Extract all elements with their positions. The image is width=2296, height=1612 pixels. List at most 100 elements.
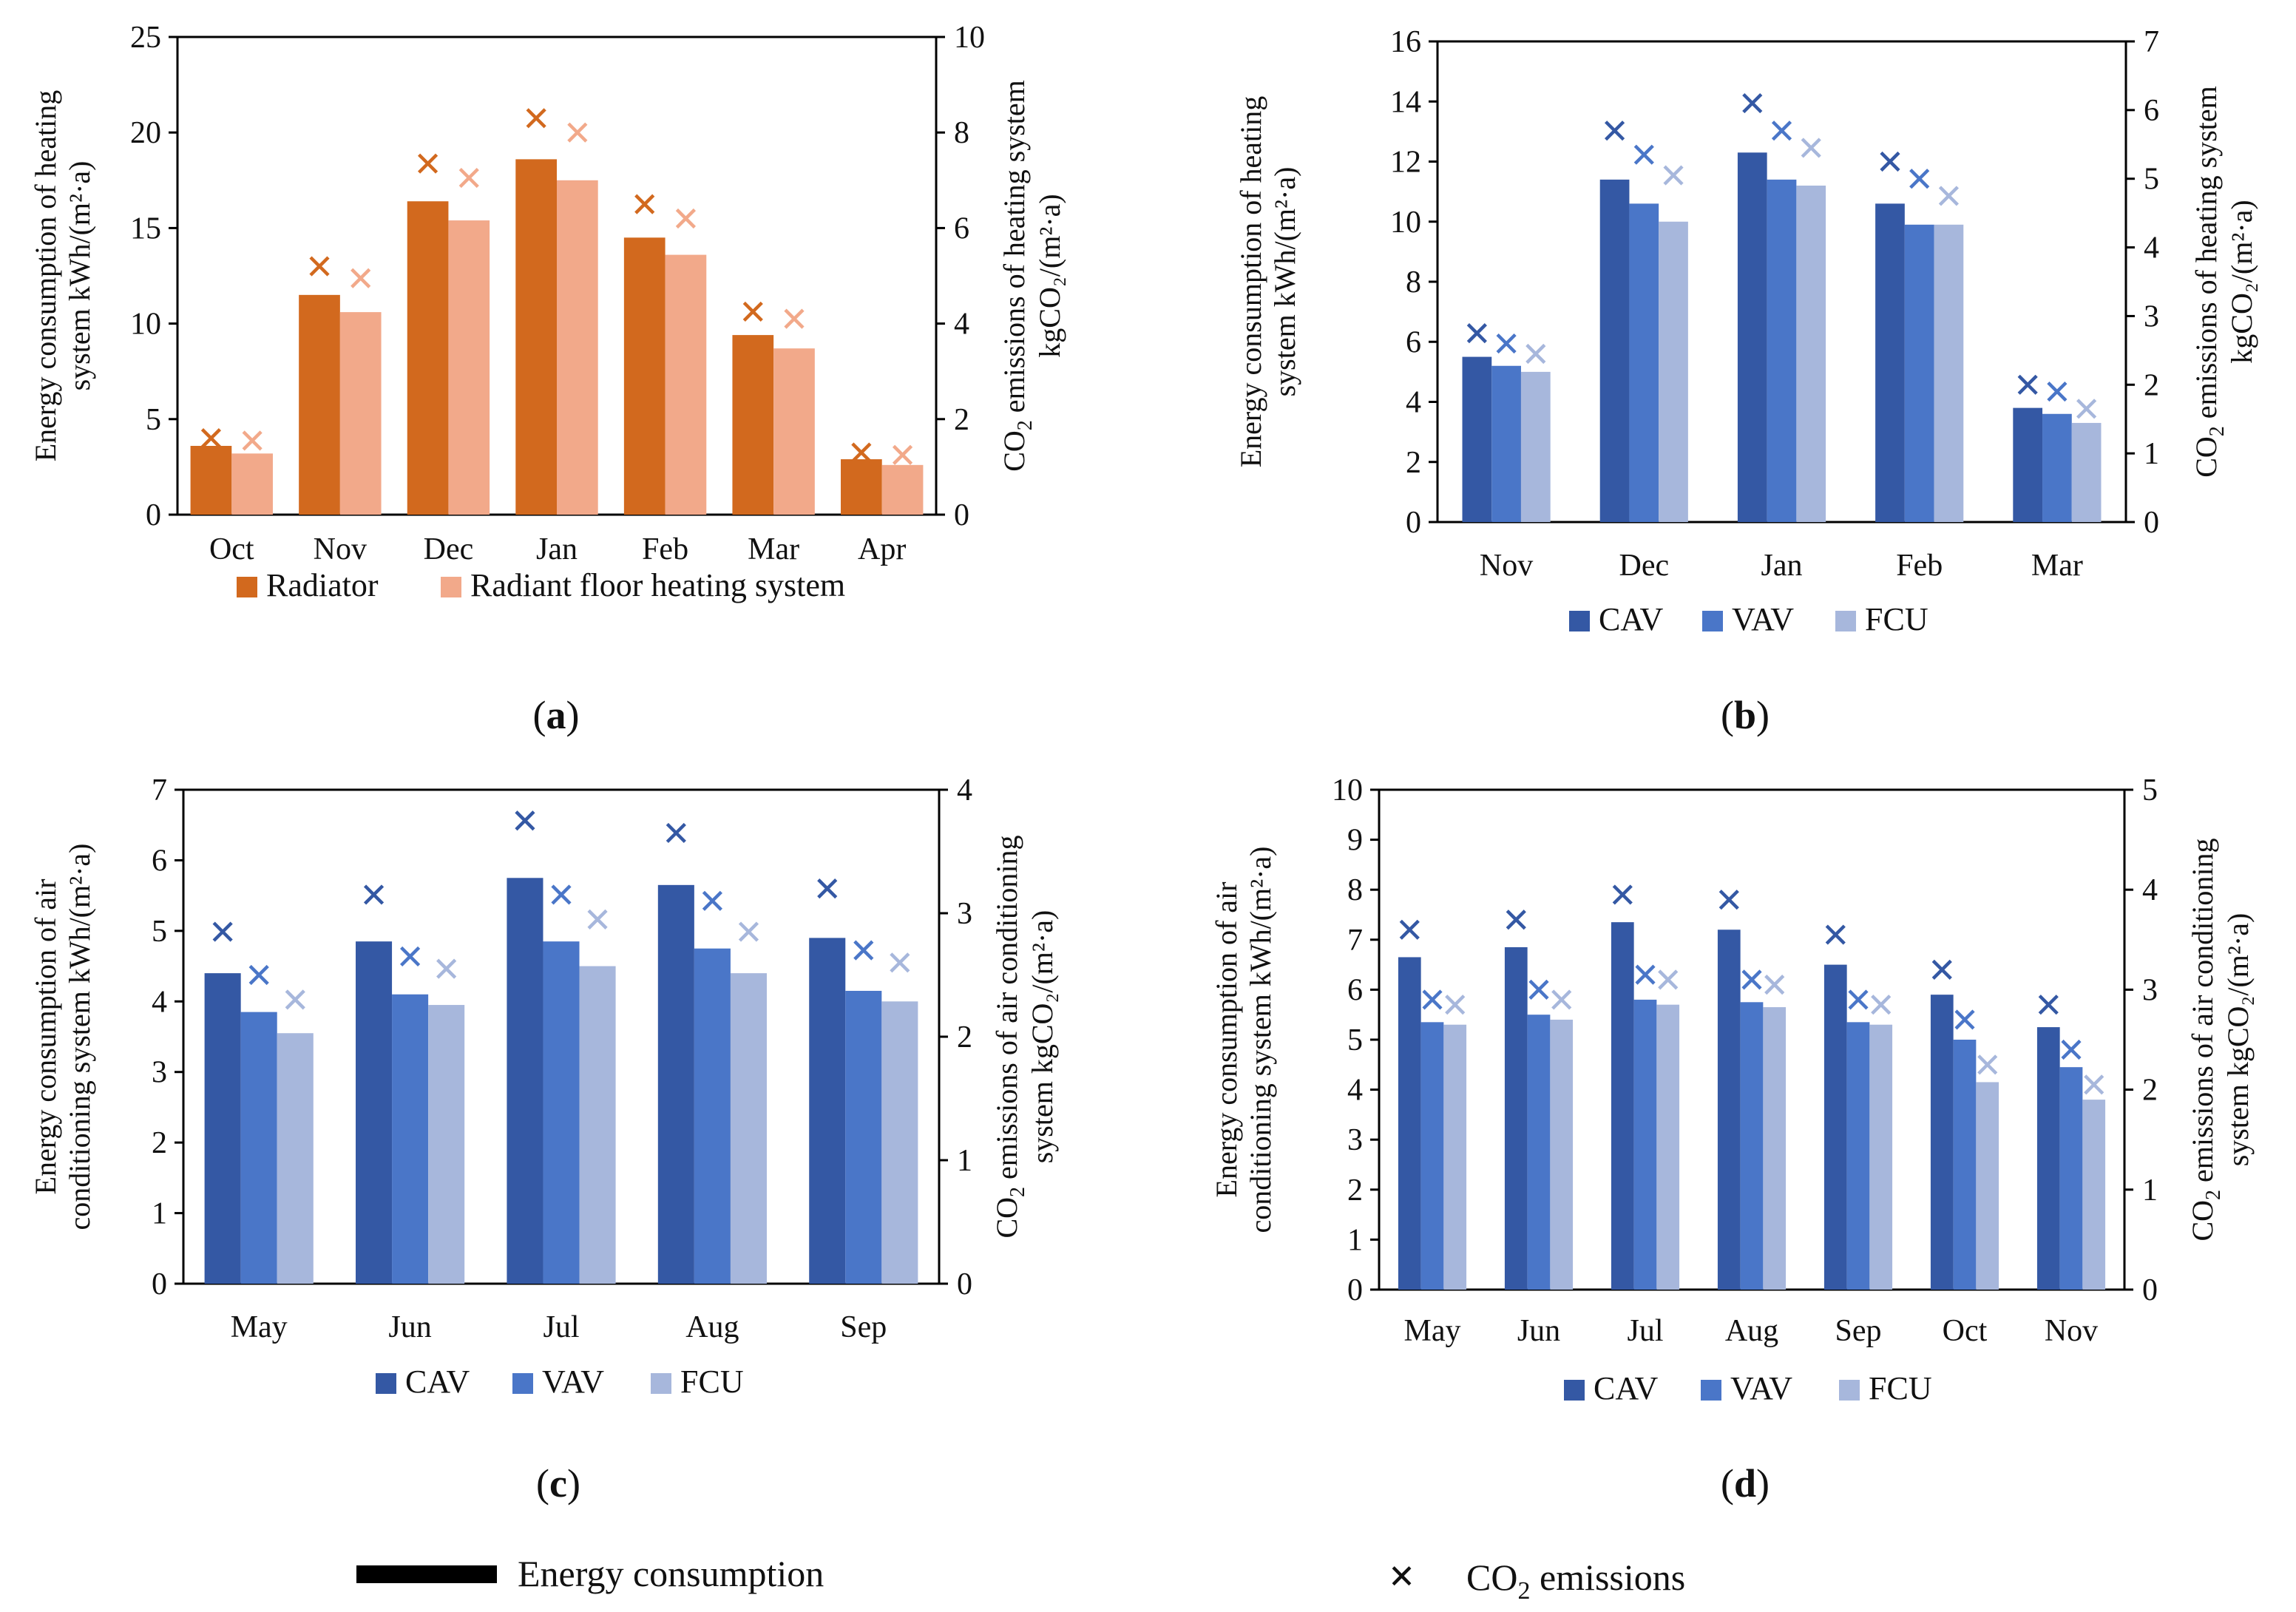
- bar: [515, 159, 557, 515]
- x-tick-label: Aug: [685, 1310, 739, 1344]
- panel-label: (c): [536, 1461, 580, 1506]
- bar: [1717, 929, 1741, 1290]
- co2-legend-label: CO2 emissions: [1466, 1557, 1685, 1605]
- y2-axis-label: CO2 emissions of heating systemkgCO₂/(m²…: [2190, 86, 2258, 478]
- legend-label: FCU: [1869, 1370, 1932, 1406]
- co2-marker: [551, 884, 572, 905]
- y-tick-label: 4: [1347, 1074, 1363, 1108]
- legend-label: CAV: [405, 1364, 470, 1400]
- bar: [1934, 224, 1964, 522]
- co2-marker: [1764, 975, 1785, 995]
- bar: [657, 884, 694, 1284]
- bar: [356, 941, 393, 1284]
- co2-marker: [1801, 138, 1821, 158]
- x-tick-label: Nov: [1480, 549, 1533, 583]
- x-tick-label: Feb: [642, 532, 688, 566]
- x-tick-label: Dec: [424, 532, 474, 566]
- y-axis-label: Energy consumption of airconditioning sy…: [29, 843, 96, 1230]
- y2-tick-label: 4: [2144, 231, 2159, 265]
- bar: [2036, 1027, 2060, 1290]
- co2-legend-marker: ×: [1389, 1551, 1415, 1602]
- co2-marker: [2084, 1074, 2104, 1095]
- x-tick-label: Mar: [2031, 549, 2083, 583]
- bar: [773, 348, 815, 515]
- y-tick-label: 7: [1347, 924, 1363, 958]
- co2-marker: [515, 810, 535, 831]
- y2-tick-label: 6: [2144, 94, 2159, 128]
- co2-marker: [1445, 995, 1466, 1015]
- y-tick-label: 10: [1332, 773, 1363, 807]
- x-tick-label: Jul: [543, 1310, 579, 1344]
- co2-marker: [702, 890, 722, 911]
- bar: [841, 459, 882, 515]
- bar: [1520, 371, 1551, 522]
- bar: [694, 948, 731, 1284]
- y-tick-label: 5: [146, 403, 161, 437]
- bar: [407, 201, 449, 515]
- bar: [1504, 946, 1528, 1290]
- co2-marker: [1399, 919, 1420, 940]
- legend-swatch: [237, 577, 257, 597]
- chart-panel-a: 0 5 10 15 20 25 0 2 4 6 8 10 Oct Nov Dec Jan Feb Mar Apr En…: [29, 21, 1066, 737]
- co2-marker: [1658, 969, 1679, 990]
- bar: [204, 973, 241, 1284]
- bar: [1930, 995, 1954, 1290]
- bar: [2059, 1067, 2083, 1290]
- co2-marker: [675, 208, 697, 229]
- bar: [231, 453, 273, 515]
- y-tick-label: 0: [1406, 506, 1421, 540]
- bar: [1633, 999, 1657, 1290]
- bar: [299, 294, 340, 515]
- co2-marker: [1422, 989, 1443, 1010]
- y2-tick-label: 8: [954, 116, 969, 150]
- co2-marker: [1880, 151, 1900, 172]
- legend-label: FCU: [1865, 601, 1928, 637]
- legend-label: FCU: [680, 1364, 744, 1400]
- co2-marker: [1742, 92, 1763, 114]
- bar: [240, 1012, 277, 1284]
- y-tick-label: 1: [1347, 1223, 1363, 1257]
- bar: [1629, 203, 1659, 522]
- bar: [881, 464, 924, 515]
- co2-marker: [417, 153, 438, 174]
- bar: [809, 938, 846, 1284]
- y-tick-label: 0: [146, 498, 161, 532]
- co2-marker: [200, 428, 222, 449]
- bar: [1611, 922, 1634, 1290]
- y-tick-label: 6: [152, 844, 167, 878]
- x-tick-label: May: [231, 1310, 288, 1344]
- x-tick-label: Nov: [314, 532, 367, 566]
- x-tick-label: Jan: [536, 532, 578, 566]
- bar: [732, 335, 774, 515]
- y2-tick-label: 4: [954, 308, 969, 342]
- bar: [1869, 1024, 1893, 1290]
- co2-marker: [1977, 1054, 1998, 1075]
- legend-label: Radiant floor heating system: [470, 567, 845, 603]
- co2-marker: [587, 909, 608, 929]
- bar: [2042, 413, 2072, 522]
- co2-marker: [853, 940, 874, 961]
- bar: [579, 966, 616, 1284]
- y-tick-label: 9: [1347, 824, 1363, 858]
- bar: [1491, 365, 1521, 522]
- co2-marker: [1718, 890, 1739, 910]
- y2-tick-label: 4: [957, 773, 972, 807]
- y-axis-label: Energy consumption of heatingsystem kWh/…: [29, 90, 96, 462]
- co2-marker: [363, 884, 385, 905]
- panel-label: (a): [533, 693, 580, 737]
- y2-tick-label: 5: [2142, 773, 2158, 807]
- bar: [1823, 964, 1847, 1290]
- co2-marker: [1848, 989, 1869, 1010]
- bar: [881, 1001, 918, 1284]
- co2-marker: [738, 921, 759, 942]
- legend-swatch: [651, 1373, 671, 1394]
- y2-tick-label: 0: [2142, 1273, 2158, 1307]
- bar: [2082, 1100, 2106, 1290]
- bar: [1737, 152, 1767, 522]
- y2-tick-label: 3: [2144, 299, 2159, 333]
- x-tick-label: Jun: [388, 1310, 431, 1344]
- y2-tick-label: 2: [2144, 368, 2159, 402]
- y2-tick-label: 3: [957, 897, 972, 931]
- y2-tick-label: 2: [2142, 1074, 2158, 1108]
